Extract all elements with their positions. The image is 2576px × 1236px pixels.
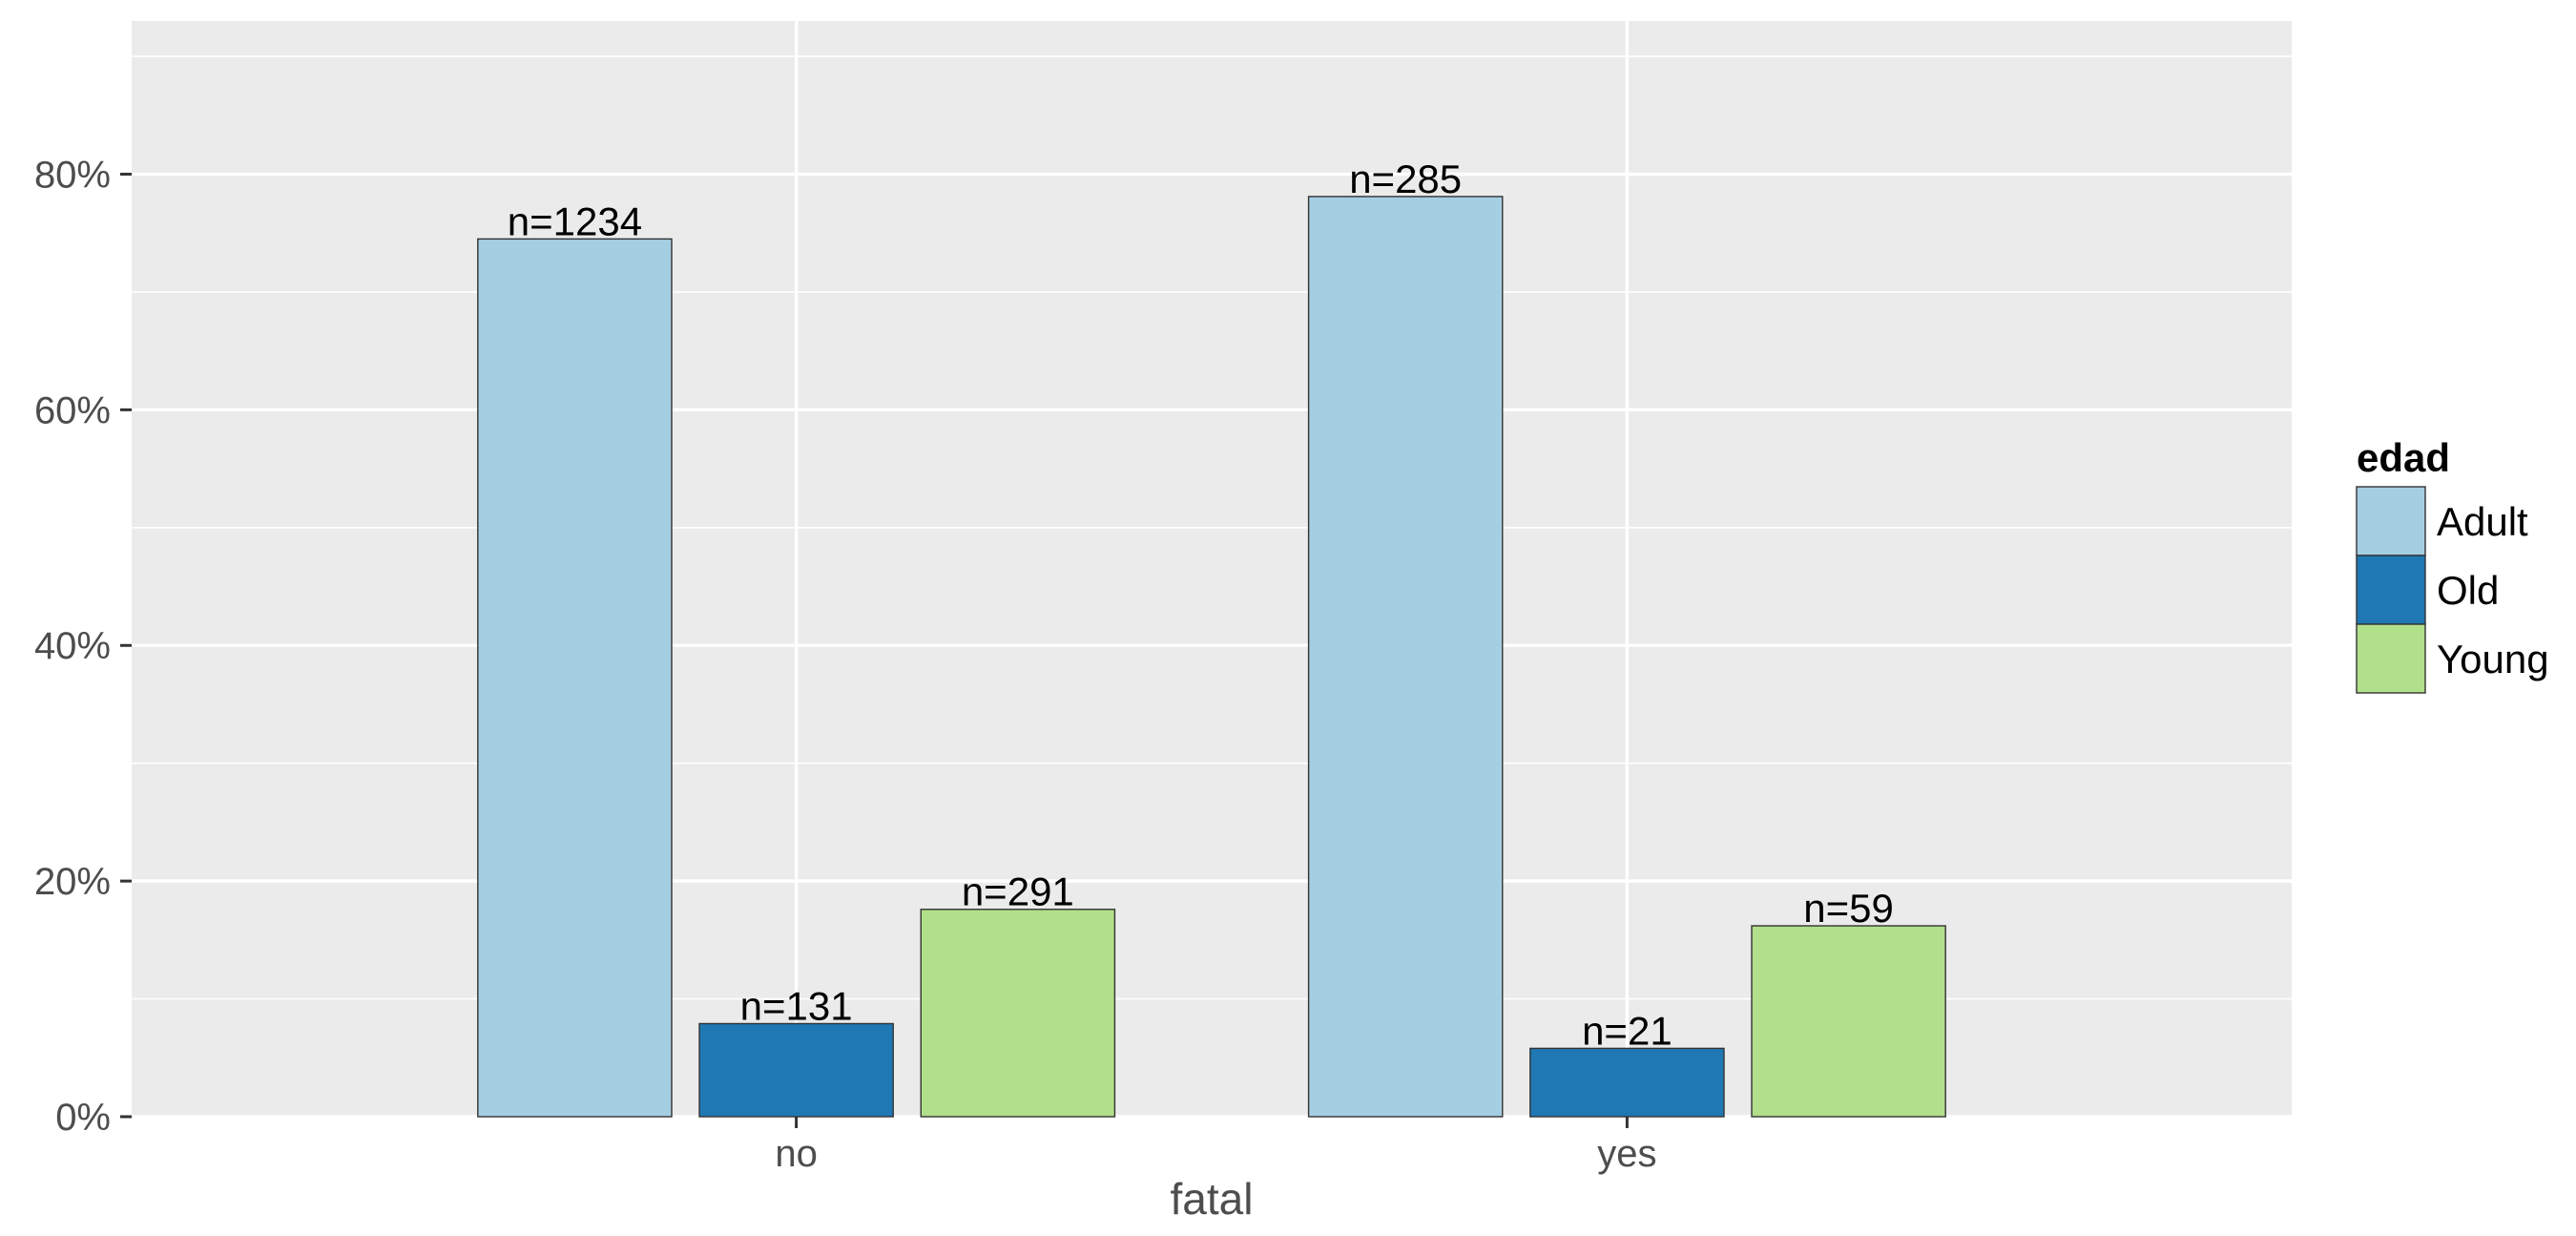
legend-key-old [2356,555,2426,625]
bar-young-yes [1751,925,1946,1118]
x-tick-label: no [775,1133,818,1175]
legend-label: Old [2437,568,2499,613]
data-label: n=59 [1803,886,1894,931]
bar-adult-no [477,238,673,1118]
legend-label: Adult [2437,499,2528,544]
y-tick-label: 40% [34,625,111,667]
y-axis: 0% 20% 40% 60% 80% [34,154,132,1139]
y-tick-label: 80% [34,154,111,196]
data-labels: n=1234 n=131 n=291 n=285 n=21 n=59 [508,157,1894,1053]
data-label: n=21 [1582,1008,1672,1053]
y-tick-label: 60% [34,389,111,431]
bar-old-no [698,1022,894,1118]
data-label: n=285 [1349,157,1462,201]
bar-adult-yes [1307,196,1504,1118]
bar-old-yes [1529,1047,1725,1118]
x-axis-title: fatal [1171,1174,1254,1224]
x-tick-label: yes [1597,1133,1656,1175]
y-tick-label: 20% [34,861,111,903]
plot-panel [132,21,2292,1117]
data-label: n=291 [962,869,1074,914]
bar-young-no [920,909,1116,1118]
data-label: n=1234 [508,199,642,243]
data-label: n=131 [740,983,853,1028]
x-axis: no yes [775,1117,1657,1175]
y-tick-label: 0% [55,1097,111,1139]
legend-title: edad [2357,435,2450,480]
legend-key-young [2356,623,2426,694]
legend-label: Young [2437,637,2549,681]
legend-key-adult [2356,486,2426,556]
bars [477,196,1946,1118]
legend: edad Adult Old Young [2356,435,2549,694]
